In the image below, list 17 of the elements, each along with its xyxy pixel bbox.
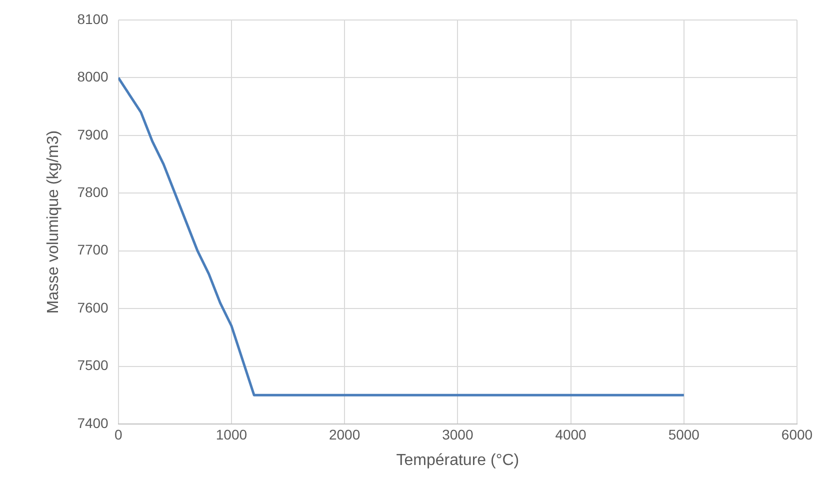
y-tick-label: 7400 xyxy=(77,414,109,431)
x-tick-label: 5000 xyxy=(668,426,700,442)
y-tick-label: 8100 xyxy=(77,10,109,27)
y-tick-label: 8000 xyxy=(77,68,109,85)
x-axis-title: Température (°C) xyxy=(396,452,520,469)
y-tick-label: 7700 xyxy=(77,242,109,258)
x-tick-label: 6000 xyxy=(781,426,813,442)
y-tick-label: 7600 xyxy=(77,299,109,316)
x-tick-label: 2000 xyxy=(328,426,360,442)
x-tick-label: 1000 xyxy=(216,426,248,442)
y-axis-title: Masse volumique (kg/m3) xyxy=(45,130,62,314)
x-tick-label: 4000 xyxy=(555,426,587,442)
y-tick-label: 7900 xyxy=(77,126,109,142)
x-tick-label: 0 xyxy=(114,426,122,442)
y-tick-label: 7800 xyxy=(77,184,109,200)
x-tick-label: 3000 xyxy=(442,426,474,442)
y-tick-label: 7500 xyxy=(77,357,109,374)
